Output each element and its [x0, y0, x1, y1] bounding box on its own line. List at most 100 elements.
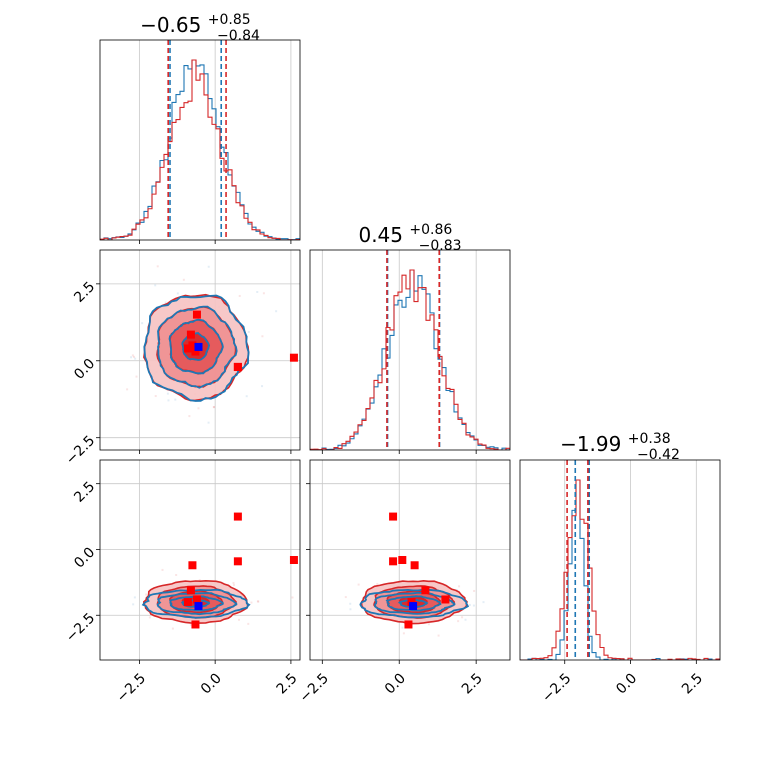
panel-1-2-sample — [461, 616, 464, 619]
panel-0-2-sample — [198, 579, 201, 582]
histogram-1 — [310, 250, 510, 450]
panel-0-2-blue-level-0 — [141, 588, 251, 619]
panel-0-1-sample — [261, 385, 264, 388]
panel-0-1-sample — [275, 310, 278, 313]
panel-0-1-sample — [91, 329, 93, 331]
panel-0-1-blue-marker — [194, 342, 203, 351]
histogram-1-frame — [309, 249, 511, 451]
panel-0-1-sample — [212, 406, 215, 409]
histogram-0-series-blue — [100, 59, 300, 240]
panel-1-2-red-point-5 — [389, 512, 398, 521]
panel-0-2 — [100, 460, 300, 660]
panel-1-2-sample — [457, 620, 460, 623]
title-param-1-plus: +0.86 — [409, 222, 452, 238]
panel-0-1-sample — [245, 395, 248, 398]
panel-0-2-sample — [132, 603, 135, 606]
panel-0-1-sample — [141, 322, 144, 325]
panel-0-1-sample — [238, 294, 241, 297]
ytick-label-2-1: 0.0 — [71, 544, 98, 571]
panel-0-2-blue-marker — [194, 602, 203, 611]
ytick-label-2-0: −2.5 — [63, 610, 98, 645]
panel-0-2-blue-level-2 — [169, 595, 224, 612]
panel-1-2-red-point-6 — [404, 620, 413, 629]
panel-0-1-sample — [134, 357, 137, 360]
panel-1-2-red-point-0 — [441, 595, 450, 604]
panel-0-1-blue-level-0 — [143, 294, 250, 402]
panel-0-2-sample — [145, 593, 148, 596]
panel-0-1-sample — [207, 265, 210, 268]
histogram-2-series-red — [520, 479, 720, 660]
histogram-0-series-red — [100, 59, 300, 240]
title-param-2-plus: +0.38 — [628, 431, 671, 447]
histogram-2-series-blue — [520, 479, 720, 660]
panel-1-2-red-point-3 — [398, 556, 407, 564]
title-param-0-plus: +0.85 — [208, 12, 251, 28]
panel-0-2-sample — [148, 616, 151, 619]
title-param-1-median: 0.45 — [358, 223, 403, 247]
panel-0-1-blue-level-2 — [168, 318, 224, 375]
title-param-2-minus: −0.42 — [637, 447, 680, 463]
title-param-2: −1.99 +0.38 −0.42 — [560, 424, 680, 463]
panel-0-1-sample — [133, 355, 136, 358]
panel-1-2-red-point-1 — [421, 586, 430, 595]
histogram-0-frame — [99, 39, 301, 241]
panel-1-2-sample — [376, 582, 379, 585]
xtick-label-2-0: −2.5 — [539, 670, 574, 705]
xtick-label-1-1: 0.0 — [382, 670, 409, 697]
panel-0-1-sample — [262, 292, 265, 295]
panel-0-2-red-point-3 — [289, 556, 298, 564]
xtick-label-1-2: 2.5 — [459, 670, 486, 697]
panel-0-1-sample — [164, 301, 167, 304]
panel-0-1-sample — [131, 354, 134, 357]
panel-0-1-frame — [99, 249, 301, 451]
panel-1-2-red-point-2 — [389, 557, 398, 566]
panel-0-2-sample — [189, 623, 192, 626]
panel-0-1-sample — [176, 292, 179, 295]
panel-0-2-sample — [238, 618, 241, 621]
panel-0-1 — [91, 250, 300, 450]
panel-0-2-sample — [291, 596, 294, 599]
xtick-label-1-0: −2.5 — [297, 670, 332, 705]
title-param-1: 0.45 +0.86 −0.83 — [358, 215, 461, 254]
panel-0-1-sample — [126, 388, 129, 391]
panel-1-2-frame — [309, 459, 511, 661]
histogram-2-frame — [519, 459, 721, 661]
panel-0-2-sample — [250, 601, 253, 604]
panel-0-2-sample — [247, 622, 250, 625]
panel-1-2-blue-marker — [409, 602, 418, 611]
panel-0-2-sample — [161, 568, 164, 571]
panel-0-1-red-point-3 — [289, 353, 298, 362]
panel-1-2-sample — [437, 634, 440, 637]
panel-1-2-blue-level-3 — [397, 599, 429, 608]
panel-0-2-red-point-4 — [188, 561, 197, 570]
ytick-label-1-0: −2.5 — [63, 433, 98, 468]
panel-0-1-sample — [188, 415, 191, 418]
panel-0-1-sample — [154, 284, 157, 287]
panel-1-2-sample — [401, 626, 404, 629]
panel-0-2-sample — [133, 596, 136, 599]
xtick-label-2-2: 2.5 — [679, 670, 706, 697]
panel-0-2-sample — [256, 600, 259, 603]
panel-1-2-sample — [464, 618, 467, 621]
panel-0-1-sample — [166, 392, 169, 395]
panel-1-2-sample — [349, 602, 352, 605]
xtick-label-2-1: 0.0 — [613, 670, 640, 697]
xtick-label-0-1: 0.0 — [198, 670, 225, 697]
title-param-0: −0.65 +0.85 −0.84 — [140, 5, 260, 44]
title-param-2-median: −1.99 — [560, 432, 621, 456]
panel-0-1-sample — [197, 407, 200, 410]
panel-1-2-sample — [344, 596, 347, 599]
panel-0-1-sample — [207, 421, 210, 424]
panel-0-2-sample — [171, 627, 174, 630]
panel-1-2-sample — [402, 632, 405, 635]
panel-0-1-sample — [156, 265, 159, 268]
panel-0-1-sample — [167, 399, 170, 402]
panel-1-2-sample — [357, 583, 360, 586]
panel-0-2-sample — [232, 583, 235, 586]
ytick-label-1-2: 2.5 — [71, 279, 98, 306]
histogram-2 — [520, 460, 720, 660]
panel-1-2-red-point-4 — [410, 561, 419, 570]
title-param-0-median: −0.65 — [140, 13, 201, 37]
panel-1-2-blue-level-2 — [385, 595, 442, 612]
